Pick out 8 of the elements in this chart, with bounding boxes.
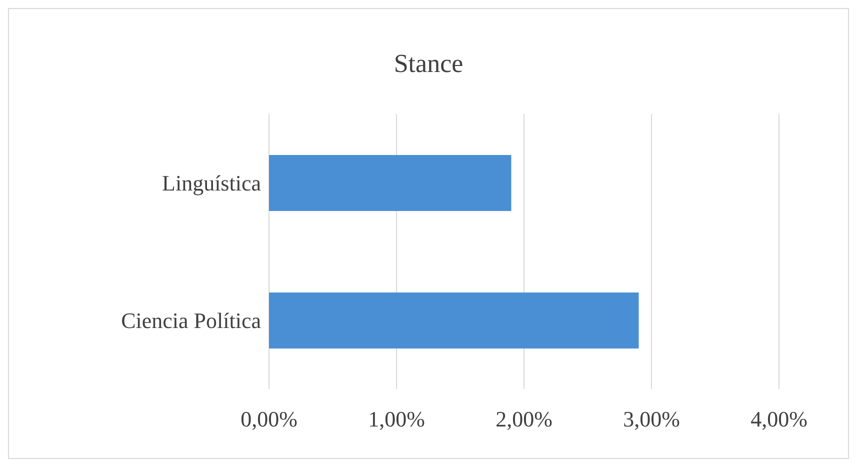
chart-title: Stance (392, 48, 464, 80)
x-tick-label: 4,00% (750, 406, 808, 432)
x-tick-label: 1,00% (368, 406, 425, 432)
x-tick-label: 2,00% (496, 406, 552, 432)
y-tick-label: Ciencia Política (121, 308, 262, 334)
x-tick-label: 3,00% (623, 406, 680, 432)
y-tick-label: Linguística (162, 170, 262, 196)
x-tick-label: 0,00% (240, 406, 298, 432)
